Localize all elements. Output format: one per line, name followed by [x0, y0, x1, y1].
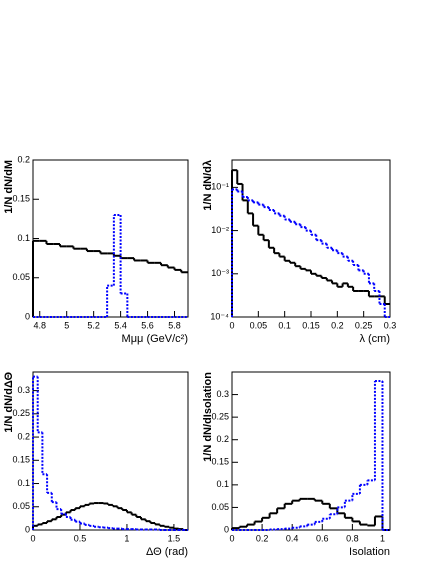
x-axis-label: ΔΘ (rad)	[146, 546, 188, 558]
x-tick-label: 0.1	[278, 320, 291, 330]
y-tick-label: 0.15	[12, 455, 30, 465]
y-tick-label: 0.15	[211, 457, 229, 467]
y-axis-label: 1/N dN/dM	[3, 160, 15, 214]
plot-frame	[32, 159, 189, 318]
x-axis-label: Isolation	[349, 546, 390, 558]
x-tick-label: 5.8	[168, 320, 181, 330]
x-tick-label: 0	[229, 533, 234, 543]
x-tick-label: 0	[30, 533, 35, 543]
y-tick-label: 0.1	[17, 233, 30, 243]
y-axis-label: 1/N dN/dIsolation	[202, 372, 214, 462]
y-tick-label: 10⁻³	[211, 268, 229, 278]
y-tick-label: 0	[224, 524, 229, 534]
y-tick-label: 0.3	[17, 385, 30, 395]
y-tick-label: 0.15	[12, 194, 30, 204]
x-tick-label: 0.2	[256, 533, 269, 543]
y-tick-label: 0.05	[12, 501, 30, 511]
x-tick-label: 0.25	[355, 320, 373, 330]
x-axis-label: λ (cm)	[359, 333, 390, 345]
x-tick-label: 5.4	[114, 320, 127, 330]
y-tick-label: 0.25	[211, 412, 229, 422]
x-tick-label: 5	[64, 320, 69, 330]
x-tick-label: 0.6	[316, 533, 329, 543]
y-tick-label: 0.25	[12, 408, 30, 418]
y-tick-label: 0.2	[17, 154, 30, 164]
y-tick-label: 0	[25, 524, 30, 534]
y-tick-label: 10⁻⁴	[210, 311, 229, 321]
y-axis-label: 1/N dN/dΔΘ	[3, 372, 15, 433]
x-tick-label: 0.8	[346, 533, 359, 543]
x-tick-label: 0.15	[302, 320, 320, 330]
x-tick-label: 0.3	[384, 320, 397, 330]
y-tick-label: 0.2	[17, 431, 30, 441]
y-tick-label: 0.05	[12, 272, 30, 282]
y-tick-label: 0.2	[216, 434, 229, 444]
y-tick-label: 0.1	[17, 478, 30, 488]
x-tick-label: 0.2	[331, 320, 344, 330]
x-tick-label: 0.05	[250, 320, 268, 330]
y-tick-label: 0.3	[216, 389, 229, 399]
y-tick-label: 0.05	[211, 502, 229, 512]
x-tick-label: 0.4	[286, 533, 299, 543]
x-tick-label: 1.5	[168, 533, 181, 543]
y-axis-label: 1/N dN/dλ	[202, 160, 214, 211]
y-tick-label: 10⁻¹	[211, 182, 229, 192]
x-tick-label: 5.2	[87, 320, 100, 330]
y-tick-label: 0.1	[216, 479, 229, 489]
x-tick-label: 0	[229, 320, 234, 330]
y-tick-label: 0	[25, 311, 30, 321]
plot-frame	[231, 371, 391, 531]
x-tick-label: 1	[380, 533, 385, 543]
x-tick-label: 0.5	[74, 533, 87, 543]
x-axis-label: Mμμ (GeV/c²)	[122, 333, 188, 345]
x-tick-label: 4.8	[33, 320, 46, 330]
x-tick-label: 5.6	[141, 320, 154, 330]
x-tick-label: 1	[124, 533, 129, 543]
y-tick-label: 10⁻²	[211, 225, 229, 235]
plot-frame	[231, 159, 391, 318]
